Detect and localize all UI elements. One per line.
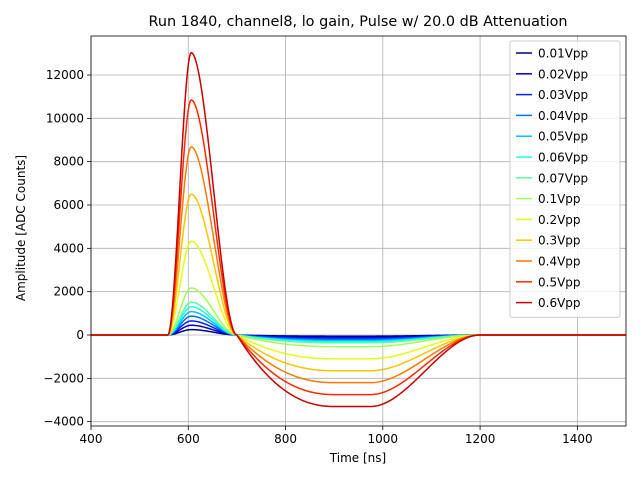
- legend-box: [509, 40, 621, 318]
- y-tick-label: −2000: [43, 371, 84, 385]
- legend-label: 0.4Vpp: [538, 255, 581, 269]
- y-axis-ticks: −4000 −2000 0 2000 4000 6000 8000 10000 12000: [43, 68, 91, 429]
- legend-label: 0.02Vpp: [538, 67, 588, 81]
- x-tick-label: 400: [80, 432, 103, 446]
- legend-label: 0.5Vpp: [538, 275, 581, 289]
- y-axis-label: Amplitude [ADC Counts]: [14, 155, 28, 301]
- series-lines: [91, 51, 626, 408]
- x-tick-label: 1200: [465, 432, 496, 446]
- legend-label: 0.04Vpp: [538, 109, 588, 123]
- plot-frame: [90, 35, 627, 427]
- y-tick-label: 8000: [53, 155, 84, 169]
- y-tick-label: 4000: [53, 241, 84, 255]
- legend-label: 0.6Vpp: [538, 296, 581, 310]
- x-tick-label: 1000: [368, 432, 399, 446]
- series-line: [91, 51, 626, 408]
- chart-title: Run 1840, channel8, lo gain, Pulse w/ 20…: [149, 14, 568, 30]
- y-tick-label: 2000: [53, 285, 84, 299]
- x-tick-label: 600: [177, 432, 200, 446]
- legend-label: 0.05Vpp: [538, 130, 588, 144]
- legend-label: 0.06Vpp: [538, 151, 588, 165]
- legend-label: 0.1Vpp: [538, 192, 581, 206]
- x-tick-label: 800: [274, 432, 297, 446]
- y-tick-label: 6000: [53, 198, 84, 212]
- y-tick-label: 12000: [46, 68, 84, 82]
- x-axis-ticks: 400 600 800 1000 1200 1400: [80, 426, 593, 446]
- x-axis-label: Time [ns]: [329, 451, 386, 465]
- y-tick-label: −4000: [43, 415, 84, 429]
- y-tick-label: 10000: [46, 111, 84, 125]
- legend-label: 0.03Vpp: [538, 88, 588, 102]
- legend-label: 0.07Vpp: [538, 171, 588, 185]
- legend-label: 0.2Vpp: [538, 213, 581, 227]
- y-tick-label: 0: [76, 328, 84, 342]
- legend-label: 0.01Vpp: [538, 47, 588, 61]
- legend: 0.01Vpp 0.02Vpp 0.03Vpp 0.04Vpp 0.05Vpp 0.06V…: [509, 40, 621, 318]
- legend-label: 0.3Vpp: [538, 234, 581, 248]
- x-tick-label: 1400: [562, 432, 593, 446]
